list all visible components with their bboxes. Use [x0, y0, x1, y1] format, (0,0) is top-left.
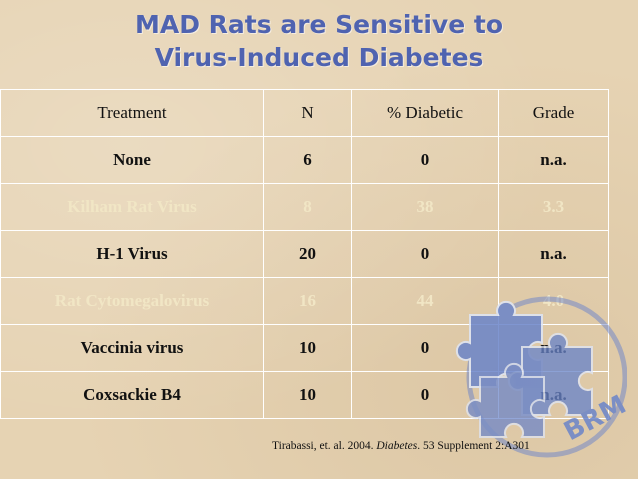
citation-details: . 53 Supplement 2:A301 — [417, 440, 530, 452]
citation: Tirabassi, et. al. 2004. Diabetes. 53 Su… — [272, 440, 530, 452]
header-grade: Grade — [498, 89, 609, 137]
cell-treatment: Vaccinia virus — [0, 324, 264, 372]
cell-treatment: Kilham Rat Virus — [0, 183, 264, 231]
header-percent-diabetic: % Diabetic — [351, 89, 499, 137]
cell-grade: 3.3 — [498, 183, 609, 231]
header-n: N — [263, 89, 352, 137]
cell-treatment: Coxsackie B4 — [0, 371, 264, 419]
citation-authors: Tirabassi, et. al. 2004. — [272, 440, 374, 452]
table-row: H-1 Virus 20 0 n.a. — [0, 230, 609, 278]
cell-grade: n.a. — [498, 230, 609, 278]
cell-percent-diabetic: 38 — [351, 183, 499, 231]
cell-n: 16 — [263, 277, 352, 325]
cell-n: 10 — [263, 324, 352, 372]
citation-journal: Diabetes — [376, 440, 418, 452]
cell-percent-diabetic: 0 — [351, 230, 499, 278]
cell-n: 20 — [263, 230, 352, 278]
cell-n: 8 — [263, 183, 352, 231]
header-treatment: Treatment — [0, 89, 264, 137]
table-row: Kilham Rat Virus 8 38 3.3 — [0, 183, 609, 231]
table-row: None 6 0 n.a. — [0, 136, 609, 184]
brm-logo: BRM — [455, 296, 627, 458]
cell-n: 10 — [263, 371, 352, 419]
cell-treatment: None — [0, 136, 264, 184]
title-line-2: Virus-Induced Diabetes — [154, 43, 484, 72]
cell-treatment: Rat Cytomegalovirus — [0, 277, 264, 325]
cell-percent-diabetic: 0 — [351, 136, 499, 184]
title-line-1: MAD Rats are Sensitive to — [134, 10, 503, 39]
cell-treatment: H-1 Virus — [0, 230, 264, 278]
results-table: Treatment N % Diabetic Grade None 6 0 n.… — [0, 89, 609, 419]
puzzle-piece-icon — [455, 300, 593, 438]
cell-grade: n.a. — [498, 136, 609, 184]
table-header-row: Treatment N % Diabetic Grade — [0, 89, 609, 137]
slide-title: MAD Rats are Sensitive to Virus-Induced … — [0, 8, 638, 74]
cell-n: 6 — [263, 136, 352, 184]
